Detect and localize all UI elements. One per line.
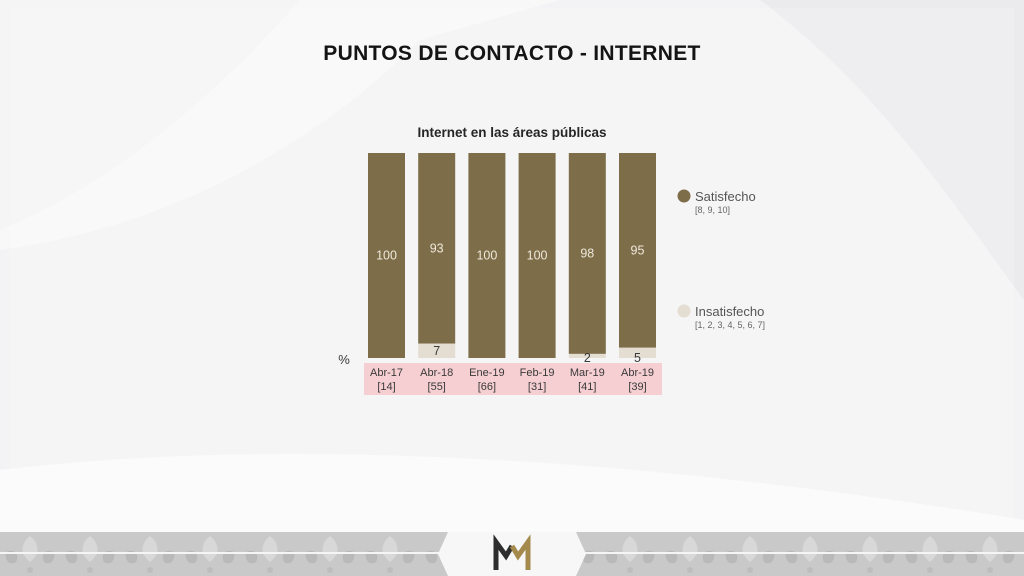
tick-base-Mar-19: [41] xyxy=(578,381,596,393)
tick-base-Abr-18: [55] xyxy=(428,381,446,393)
tick-label-Abr-17: Abr-17 xyxy=(370,367,403,379)
bar-satisfecho-Abr-17 xyxy=(368,153,405,358)
value-label-satisfecho-Abr-19: 95 xyxy=(631,243,645,257)
tick-label-Ene-19: Ene-19 xyxy=(469,367,504,379)
value-label-insatisfecho-Mar-19: 2 xyxy=(584,351,591,365)
tick-label-Abr-19: Abr-19 xyxy=(621,367,654,379)
footer-band xyxy=(0,532,1024,576)
legend-label-insatisfecho: Insatisfecho xyxy=(695,304,764,319)
tick-base-Feb-19: [31] xyxy=(528,381,546,393)
bar-insatisfecho-Mar-19 xyxy=(568,353,606,358)
value-label-satisfecho-Ene-19: 100 xyxy=(476,249,497,263)
tick-label-Feb-19: Feb-19 xyxy=(520,367,555,379)
bars-group: 100 93 7 100 100 98 2 95 5 xyxy=(368,153,656,365)
chart-title: Internet en las áreas públicas xyxy=(417,125,606,140)
value-label-insatisfecho-Abr-19: 5 xyxy=(634,351,641,365)
tick-base-Abr-17: [14] xyxy=(377,381,395,393)
brand-logo xyxy=(493,534,531,570)
bar-insatisfecho-Abr-18 xyxy=(418,343,456,358)
value-label-satisfecho-Abr-18: 93 xyxy=(430,241,444,255)
category-ticks: Abr-17 [14] Abr-18 [55] Ene-19 [66] Feb-19 [31]… xyxy=(370,367,654,393)
legend-swatch-satisfecho xyxy=(677,189,691,203)
unit-label: % xyxy=(338,352,350,367)
tick-label-Mar-19: Mar-19 xyxy=(570,367,605,379)
legend-scale-satisfecho: [8, 9, 10] xyxy=(695,205,730,215)
value-label-insatisfecho-Abr-18: 7 xyxy=(433,344,440,358)
tick-base-Ene-19: [66] xyxy=(478,381,496,393)
bar-satisfecho-Mar-19 xyxy=(568,153,606,354)
legend-swatch-insatisfecho xyxy=(677,304,691,318)
value-label-satisfecho-Abr-17: 100 xyxy=(376,249,397,263)
category-axis-band xyxy=(364,363,662,395)
tick-label-Abr-18: Abr-18 xyxy=(420,367,453,379)
legend-scale-insatisfecho: [1, 2, 3, 4, 5, 6, 7] xyxy=(695,320,765,330)
slide-title: PUNTOS DE CONTACTO - INTERNET xyxy=(323,42,701,65)
legend-label-satisfecho: Satisfecho xyxy=(695,189,756,204)
bar-satisfecho-Abr-18 xyxy=(418,153,456,344)
value-label-satisfecho-Feb-19: 100 xyxy=(527,249,548,263)
bar-satisfecho-Ene-19 xyxy=(468,153,506,358)
legend: Satisfecho [8, 9, 10] Insatisfecho [1, 2… xyxy=(677,189,765,330)
bar-satisfecho-Abr-19 xyxy=(619,153,656,348)
tick-base-Abr-19: [39] xyxy=(628,381,646,393)
bar-satisfecho-Feb-19 xyxy=(518,153,556,358)
value-label-satisfecho-Mar-19: 98 xyxy=(580,246,594,260)
footer-ornament xyxy=(0,532,1024,576)
bar-insatisfecho-Abr-19 xyxy=(619,347,656,358)
